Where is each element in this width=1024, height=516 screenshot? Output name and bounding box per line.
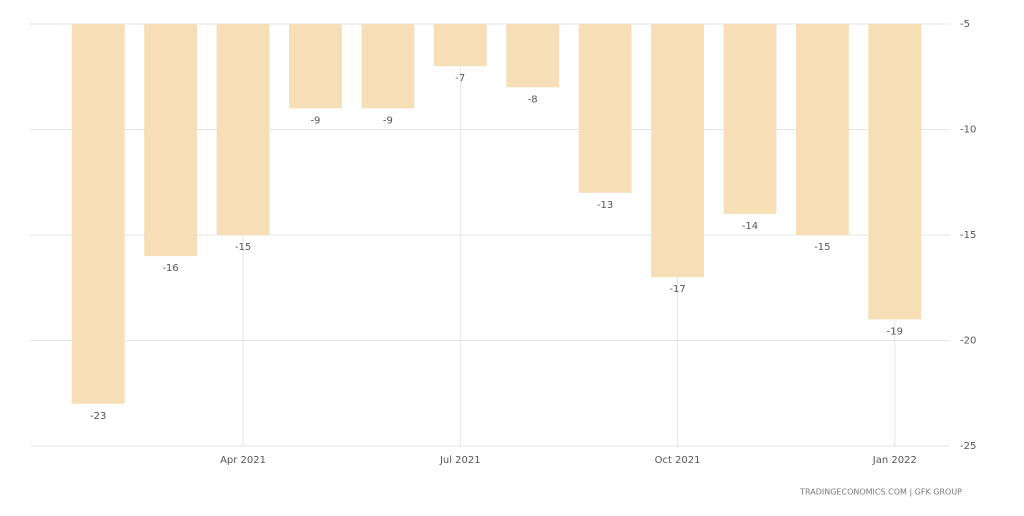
y-tick-label: -20 — [960, 336, 976, 347]
bar — [216, 24, 270, 235]
value-label: -15 — [235, 242, 251, 253]
x-tick-label: Apr 2021 — [220, 455, 266, 466]
value-label: -14 — [742, 221, 758, 232]
value-label: -15 — [814, 242, 830, 253]
bar — [723, 24, 777, 214]
value-label: -7 — [455, 73, 465, 84]
bar — [361, 24, 415, 109]
value-label: -19 — [887, 326, 903, 337]
bar — [144, 24, 198, 257]
value-label: -9 — [310, 115, 320, 126]
y-tick-label: -15 — [960, 230, 976, 241]
value-label: -8 — [528, 94, 538, 105]
x-tick-label: Oct 2021 — [655, 455, 701, 466]
value-label: -17 — [669, 284, 685, 295]
value-label: -16 — [162, 263, 178, 274]
value-label: -23 — [90, 411, 106, 422]
value-label: -9 — [383, 115, 393, 126]
bar — [433, 24, 487, 67]
y-tick-label: -25 — [960, 441, 976, 452]
bar — [795, 24, 849, 235]
bar — [71, 24, 125, 404]
bar — [651, 24, 704, 278]
bar — [578, 24, 632, 193]
value-label: -13 — [597, 200, 613, 211]
bar — [289, 24, 342, 109]
y-tick-label: -10 — [960, 125, 976, 136]
x-tick-label: Jul 2021 — [439, 455, 481, 466]
source: TRADINGECONOMICS.COM | GFK GROUP — [799, 488, 962, 497]
x-tick-label: Jan 2022 — [872, 455, 917, 466]
bar — [868, 24, 922, 320]
y-tick-label: -5 — [960, 19, 970, 30]
bar — [506, 24, 560, 88]
